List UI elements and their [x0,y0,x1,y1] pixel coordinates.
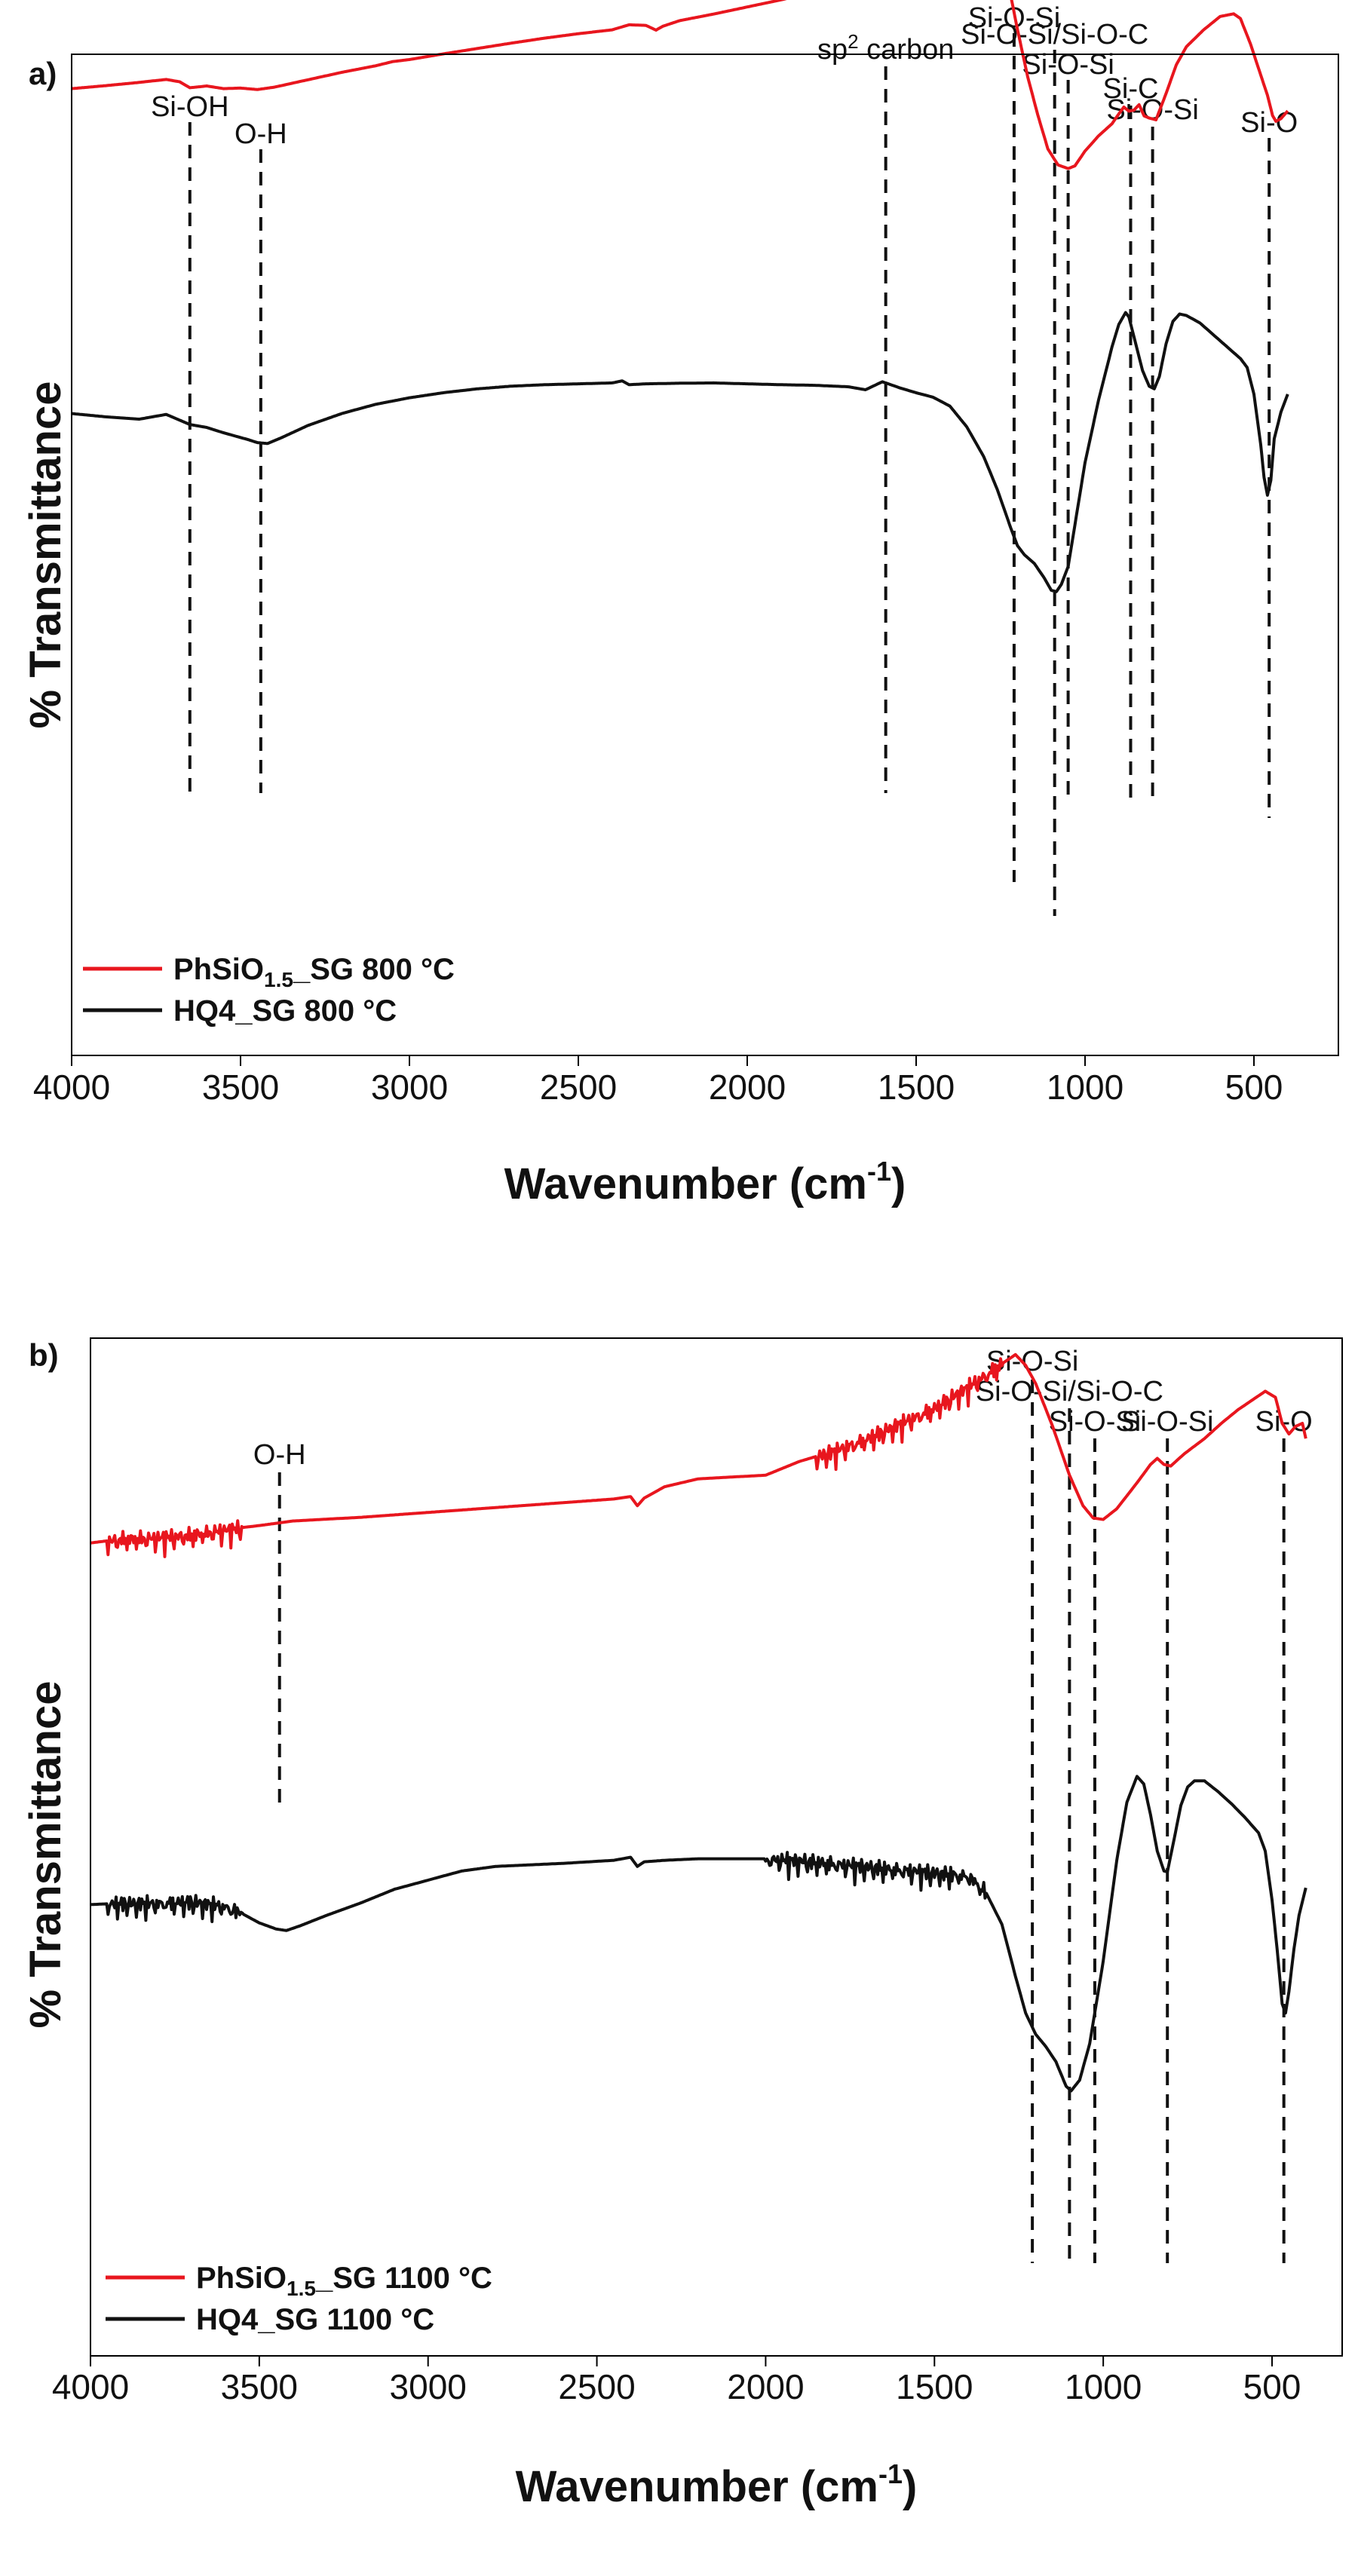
peak-label-si-oh-3650: Si-OH [151,91,228,123]
legend-entry-phsio-1100: PhSiO1.5_SG 1100 °C [196,2262,492,2300]
x-tick-label-4000: 4000 [52,2367,129,2406]
peak-label-si-c-865: Si-C [1103,73,1159,105]
legend-entry-hq4-800: HQ4_SG 800 °C [173,994,397,1028]
panel-b-axes [90,1337,1343,2357]
peak-label-si-o-si-1025: Si-O-Si [1049,1406,1141,1438]
x-tick-label-2000: 2000 [727,2367,804,2406]
x-tick-label-1500: 1500 [896,2367,973,2406]
series-line-phsio1-5-sg-1100-c [90,1352,1307,1558]
series-line-phsio1-5-sg-800-c [71,0,1289,170]
panel-b-label: b) [29,1337,59,1373]
peak-label-sp-1590: sp2 carbon [817,30,954,66]
x-tick-label-3000: 3000 [371,1067,448,1107]
panel-b-series [90,1352,1307,2093]
x-tick-label-2500: 2500 [558,2367,635,2406]
panel-a-label: a) [29,56,57,91]
x-tick-label-3500: 3500 [221,2367,298,2406]
peak-label-o-h-3440: O-H [253,1439,306,1471]
panel-a-x-ticks: 4000 3500 3000 2500 2000 1500 1000 500 [33,1055,1283,1107]
peak-label-si-o-si-si-o-c-1100: Si-O-Si/Si-O-C [976,1376,1163,1407]
panel-b-legend: PhSiO1.5_SG 1100 °C HQ4_SG 1100 °C [106,2262,492,2336]
x-tick-label-500: 500 [1243,2367,1301,2406]
peak-label-o-h-3440: O-H [235,118,287,150]
legend-entry-hq4-1100: HQ4_SG 1100 °C [196,2303,434,2336]
x-tick-label-1000: 1000 [1047,1067,1123,1107]
x-tick-label-3500: 3500 [202,1067,279,1107]
panel-b-x-ticks: 4000 3500 3000 2500 2000 1500 1000 500 [52,2356,1301,2406]
panel-b-y-axis-title: % Transmittance [21,1681,70,2029]
x-tick-label-3000: 3000 [390,2367,467,2406]
panel-a-legend: PhSiO1.5_SG 800 °C HQ4_SG 800 °C [83,953,455,1028]
legend-entry-phsio-800: PhSiO1.5_SG 800 °C [173,953,455,991]
panel-a-y-axis-title: % Transmittance [21,381,70,729]
panel-b-plot-frame [90,1337,1343,2357]
panel-a-axes [71,54,1339,1056]
panel-a-x-axis-title: Wavenumber (cm-1) [504,1156,906,1208]
panel-b-x-axis-title: Wavenumber (cm-1) [516,2458,918,2511]
panel-a-plot-frame [71,54,1339,1056]
x-tick-label-1000: 1000 [1065,2367,1142,2406]
peak-label-si-o-si-810: Si-O-Si [1121,1406,1213,1438]
series-line-hq4-sg-1100-c [90,1775,1307,2093]
x-tick-label-2000: 2000 [709,1067,786,1107]
series-line-hq4-sg-800-c [71,311,1289,593]
panel-b: b) O-HSi-O-SiSi-O-Si/Si-O-CSi-O-SiSi-O-S… [21,1337,1343,2511]
peak-label-si-o-si-si-o-c-1090: Si-O-Si/Si-O-C [961,19,1148,51]
x-tick-label-500: 500 [1225,1067,1283,1107]
x-tick-label-1500: 1500 [878,1067,955,1107]
x-tick-label-2500: 2500 [540,1067,617,1107]
x-tick-label-4000: 4000 [33,1067,110,1107]
peak-label-si-o-455: Si-O [1240,107,1298,139]
panel-a-series [71,0,1289,593]
